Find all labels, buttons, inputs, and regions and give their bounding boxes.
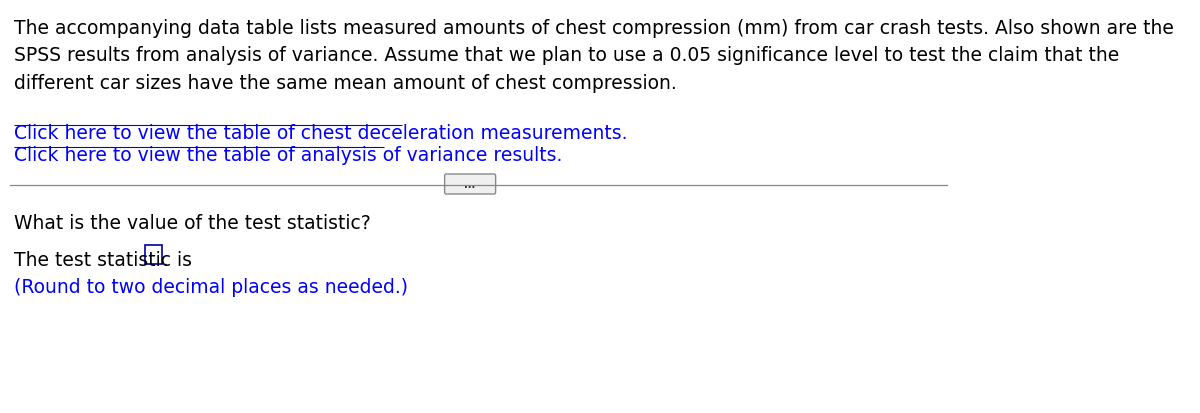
Text: .: .	[163, 250, 169, 269]
Text: Click here to view the table of analysis of variance results.: Click here to view the table of analysis…	[14, 146, 563, 165]
Text: What is the value of the test statistic?: What is the value of the test statistic?	[14, 214, 371, 233]
FancyBboxPatch shape	[145, 245, 162, 264]
Text: ...: ...	[464, 180, 475, 190]
Text: The test statistic is: The test statistic is	[14, 250, 192, 269]
Text: Click here to view the table of chest deceleration measurements.: Click here to view the table of chest de…	[14, 124, 628, 142]
Text: (Round to two decimal places as needed.): (Round to two decimal places as needed.)	[14, 277, 408, 296]
Text: The accompanying data table lists measured amounts of chest compression (mm) fro: The accompanying data table lists measur…	[14, 19, 1175, 92]
FancyBboxPatch shape	[445, 175, 496, 195]
